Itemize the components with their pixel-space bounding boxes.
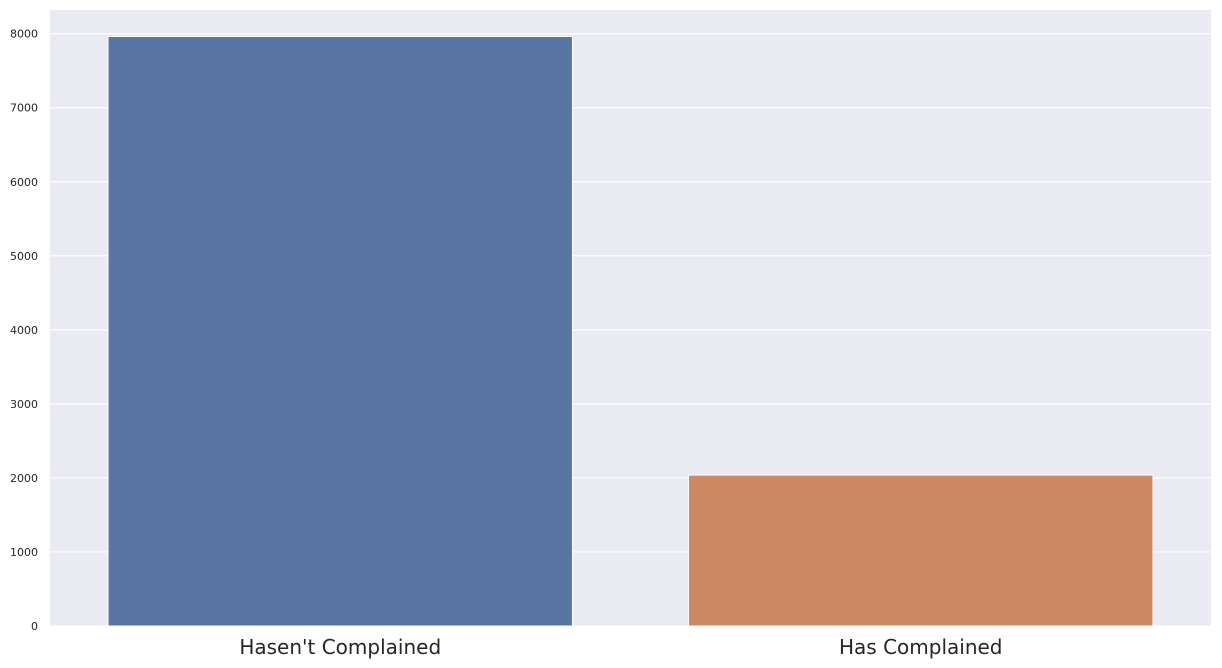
x-axis-labels: Hasen't Complained Has Complained	[239, 635, 1002, 659]
y-tick-label: 8000	[10, 28, 38, 41]
y-axis-ticks: 0 1000 2000 3000 4000 5000 6000 7000 8000	[10, 28, 38, 633]
y-tick-label: 4000	[10, 324, 38, 337]
x-category-label: Has Complained	[839, 635, 1003, 659]
y-tick-label: 6000	[10, 176, 38, 189]
x-category-label: Hasen't Complained	[239, 635, 441, 659]
y-tick-label: 0	[31, 620, 38, 633]
bar-2	[688, 474, 1154, 627]
y-tick-label: 5000	[10, 250, 38, 263]
y-tick-label: 1000	[10, 546, 38, 559]
bars	[107, 36, 1154, 627]
bar-1	[107, 36, 573, 627]
y-tick-label: 2000	[10, 472, 38, 485]
y-tick-label: 7000	[10, 102, 38, 115]
y-tick-label: 3000	[10, 398, 38, 411]
